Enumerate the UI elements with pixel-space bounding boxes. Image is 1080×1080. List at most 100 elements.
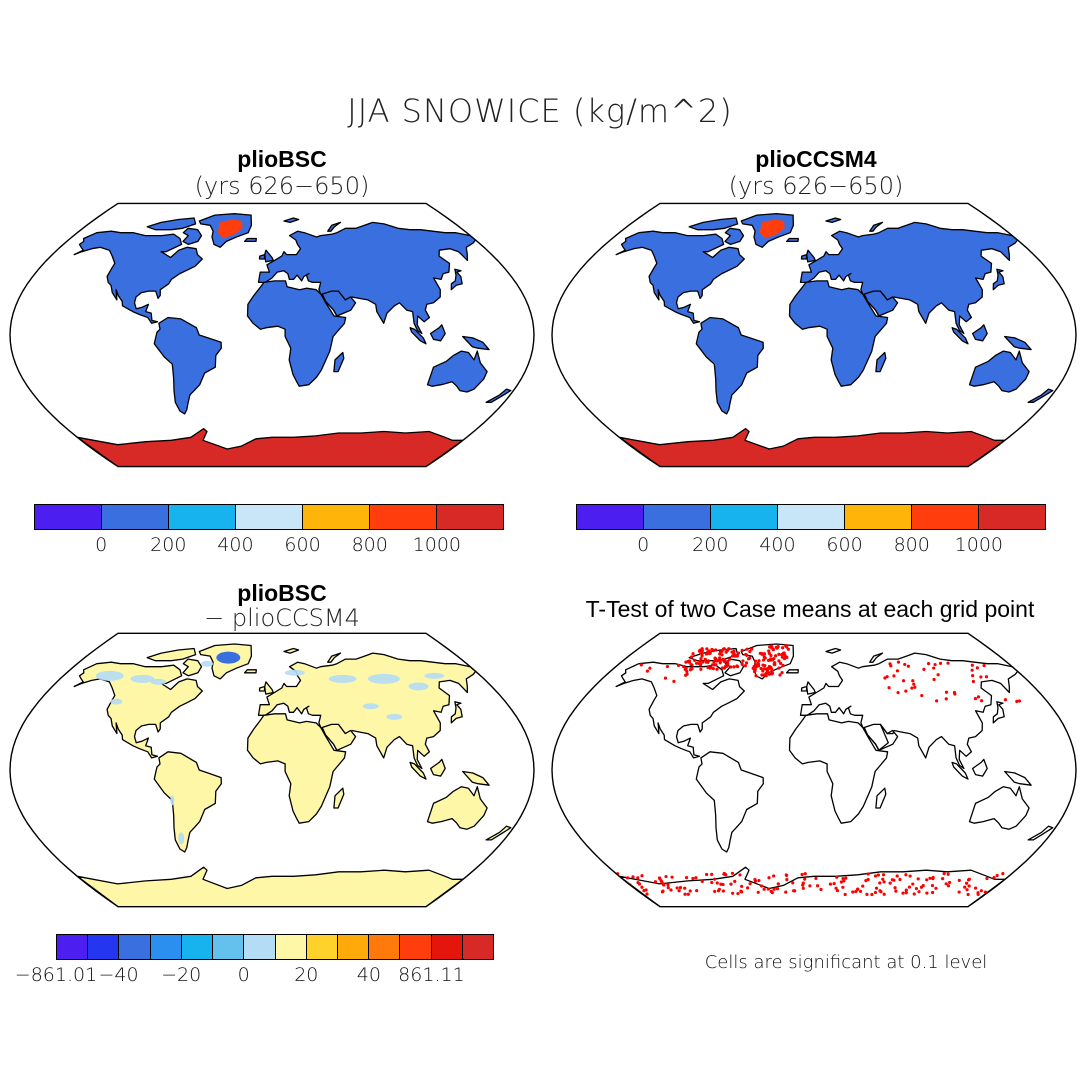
significance-dot [735,664,739,668]
landmass-sumatra [951,327,969,345]
colorbar-swatch [711,505,778,529]
significance-dot [801,886,805,890]
significance-dot [768,645,772,649]
map-content [552,633,1076,907]
significance-dot [928,876,932,880]
colorbar-tick-label: −40 [98,964,139,986]
landmass-novaya [869,652,884,663]
colorbar-tick-label: 600 [284,534,321,556]
significance-dot [736,891,740,896]
significance-dot [726,659,730,664]
colorbar-swatch [462,935,494,959]
landmass-arabia [321,723,357,751]
significance-dot [669,888,673,892]
significance-dot [722,871,726,876]
significance-dot [1017,699,1022,703]
significance-dot [762,887,766,891]
map-panel-plioBSC [9,202,535,468]
significance-dot [781,646,785,650]
colorbar-tick-label: 20 [294,964,319,986]
significance-dot [896,660,901,664]
landmass-antarctica [76,427,464,467]
colorbar-swatch [119,935,151,959]
significance-dot [710,880,714,885]
significance-dot [834,886,838,890]
significance-dot [1015,699,1019,703]
significance-dot [984,675,989,679]
significance-dot [722,647,726,651]
significance-dot [715,667,719,671]
significance-dot [916,877,920,881]
diff-patch [362,703,379,710]
significance-dot [965,888,969,892]
significance-dot [725,664,729,668]
significance-dot [816,884,820,888]
significance-dot [803,877,807,881]
significance-dot [925,878,929,882]
significance-dot [866,872,870,876]
significance-dot [881,873,886,877]
significance-dot [784,873,788,877]
landmass-svalbard [825,217,842,224]
significance-note: Cells are significant at 0.1 level [704,952,988,973]
significance-dot [974,886,978,890]
significance-dot [717,887,721,891]
significance-dot [701,660,705,664]
significance-dot [926,661,931,666]
landmass-nz [485,388,512,403]
significance-dot [841,885,845,889]
landmass-arabia [863,723,899,751]
significance-dot [893,886,897,890]
significance-dot [776,882,780,886]
significance-dot [910,686,914,690]
significance-dot [705,872,709,877]
significance-dot [882,880,886,884]
significance-dot [720,653,724,657]
landmass-japan [450,701,463,724]
significance-dot [689,655,694,659]
significance-dot [757,659,761,663]
significance-dot [743,664,747,668]
significance-dot [766,671,770,675]
significance-dot [736,651,741,655]
significance-dot [672,679,676,683]
significance-dot [913,685,917,689]
significance-dot [895,669,900,673]
significance-dot [727,647,731,651]
significance-dot [684,666,688,670]
significance-dot [761,669,765,673]
colorbar-swatch [88,935,120,959]
colorbar-tick-label: 861.11 [398,964,465,986]
significance-dot [1001,872,1005,876]
landmass-madagascar [875,351,887,373]
landmass-arabia [863,290,899,317]
significance-dot [645,892,649,896]
significance-dot [720,666,724,670]
landmass-newGuinea [462,770,490,786]
significance-dot [732,665,736,669]
significance-dot [711,667,715,671]
significance-dot [938,661,943,665]
colorbar-tick-label: 400 [759,534,796,556]
colorbar-ticks-difference: −861.01 −40 −20 0 20 40 861.11 [15,964,494,988]
diff-patch [170,795,175,806]
significance-dot [773,661,777,665]
landmass-northAmerica [73,230,203,324]
colorbar-swatch [644,505,711,529]
landmass-australia [426,350,488,393]
significance-dot [686,659,690,664]
significance-dot [876,873,880,877]
significance-dot [843,892,847,897]
map-content [10,633,534,907]
significance-dot [930,883,935,888]
colorbar-swatch [912,505,979,529]
significance-dot [942,871,946,876]
significance-dot [741,659,745,663]
significance-dot [625,876,630,880]
colorbar-tick-label: 800 [351,534,388,556]
ocean [552,633,1076,907]
significance-dot [784,644,788,648]
significance-dot [995,873,999,878]
significance-dot [800,872,804,877]
significance-dot [770,669,774,674]
